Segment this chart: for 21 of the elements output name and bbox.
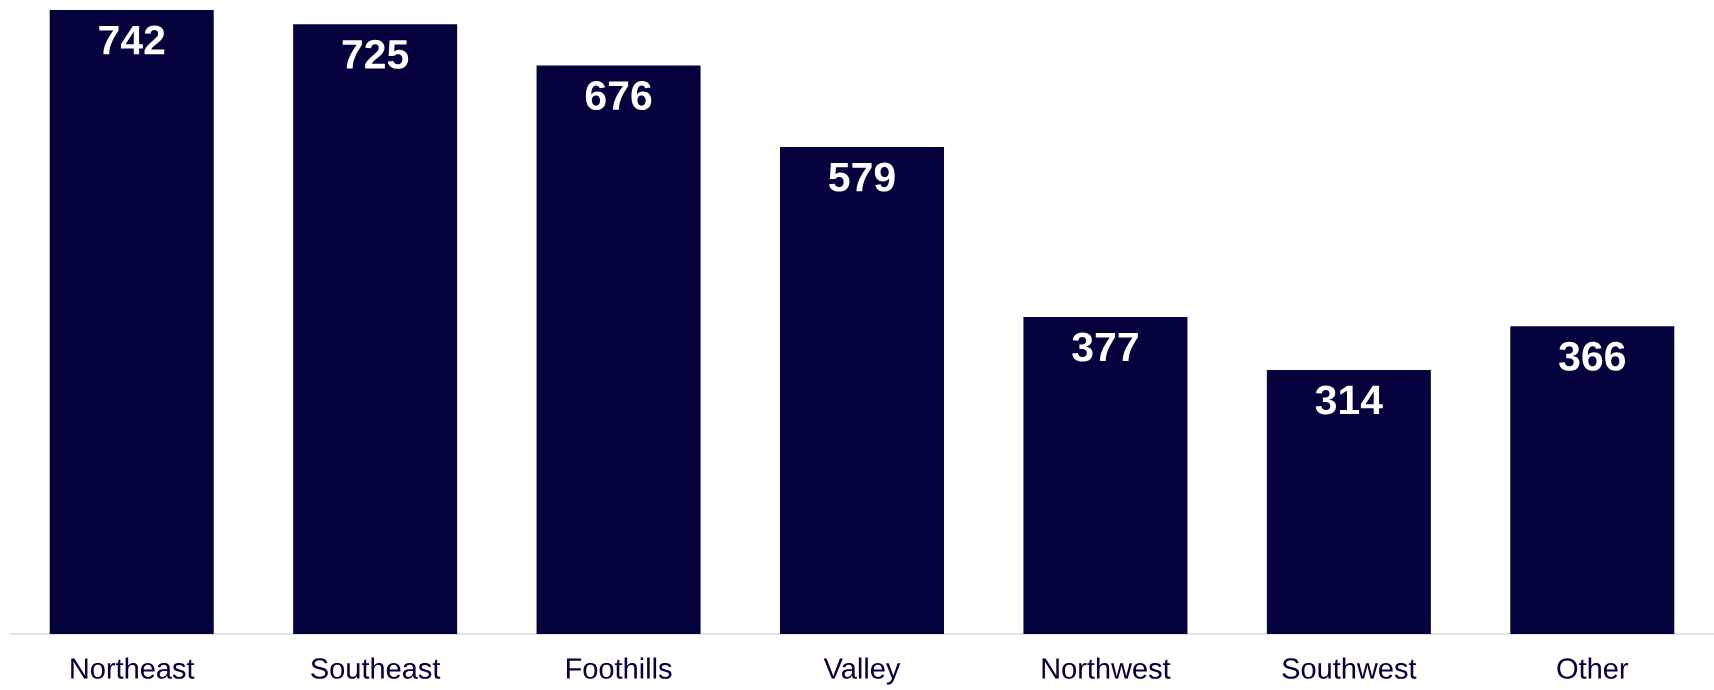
bar bbox=[536, 65, 701, 634]
data-label: 377 bbox=[1072, 332, 1138, 362]
bar bbox=[780, 147, 944, 634]
bar bbox=[1023, 316, 1188, 634]
x-tick-label: Foothills bbox=[566, 657, 672, 679]
data-label: 725 bbox=[342, 39, 409, 69]
data-label: 314 bbox=[1315, 385, 1383, 415]
x-tick-label: Valley bbox=[823, 657, 901, 685]
bar bbox=[1510, 326, 1675, 634]
bar bbox=[49, 9, 214, 634]
x-tick-label: Northwest bbox=[1042, 657, 1171, 679]
data-label: 579 bbox=[829, 162, 895, 192]
data-label: 742 bbox=[99, 25, 165, 55]
bar bbox=[1266, 369, 1431, 634]
data-label: 676 bbox=[585, 81, 652, 111]
x-tick-label: Northeast bbox=[71, 657, 195, 679]
x-tick-label: Other bbox=[1557, 657, 1629, 679]
bar bbox=[293, 24, 458, 634]
x-tick-label: Southwest bbox=[1282, 657, 1417, 679]
x-tick-label: Southeast bbox=[311, 657, 441, 679]
data-label: 366 bbox=[1559, 341, 1626, 371]
